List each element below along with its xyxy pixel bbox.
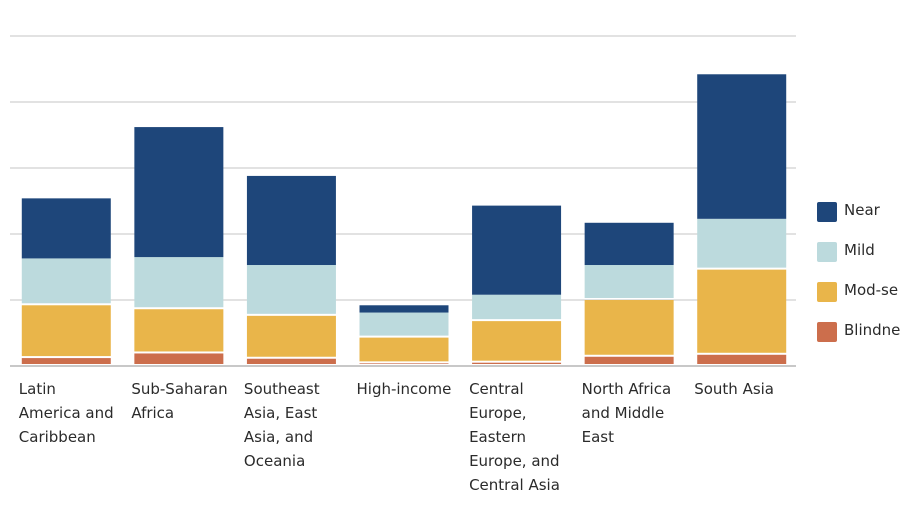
legend-label-mild: Mild (844, 241, 875, 259)
bar-segment-blindness-4[interactable] (472, 362, 562, 364)
bar-segment-blindness-2[interactable] (246, 358, 336, 364)
x-tick-label: South Asia (694, 377, 809, 401)
gridlines (10, 35, 796, 301)
bar-segment-near-6[interactable] (697, 74, 787, 219)
x-tick-label: High-income (357, 377, 472, 401)
legend-swatch-blindness (817, 322, 837, 342)
bar-segment-near-5[interactable] (584, 222, 674, 266)
x-tick-label-line: Oceania (243, 452, 306, 470)
bar-segment-mod-severe-4[interactable] (472, 321, 562, 361)
bar-segment-near-1[interactable] (134, 127, 224, 258)
bar-segment-near-2[interactable] (246, 175, 336, 266)
x-tick-label-line: Africa (131, 404, 175, 422)
x-tick-label: Central Europe, Eastern Europe, and Central … (469, 377, 584, 497)
x-tick-label-line: Eastern (469, 428, 527, 446)
bar-segment-blindness-1[interactable] (134, 353, 224, 364)
x-tick-label-line: Sub-Saharan (131, 380, 228, 398)
x-tick-label-line: Europe, and (469, 452, 560, 470)
legend-swatch-near (817, 202, 837, 222)
legend-label-near: Near (844, 201, 880, 219)
x-tick-label: North Africa and Middle East (582, 377, 697, 449)
x-tick-label-line: and Middle (581, 404, 665, 422)
bar-segment-blindness-0[interactable] (21, 358, 111, 364)
bar-segment-mod-severe-3[interactable] (359, 337, 449, 362)
bar-segment-blindness-5[interactable] (584, 356, 674, 364)
x-tick-label-line: Europe, (469, 404, 527, 422)
x-tick-label-line: Central Asia (469, 476, 560, 494)
bar-segment-mild-2[interactable] (246, 265, 336, 314)
bar-segment-mod-severe-2[interactable] (246, 315, 336, 357)
bar-segment-mod-severe-6[interactable] (697, 269, 787, 353)
legend-label-blindness: Blindne (844, 321, 900, 339)
x-tick-label-line: South Asia (694, 380, 775, 398)
legend-swatch-mod-severe (817, 282, 837, 302)
legend-swatch-mild (817, 242, 837, 262)
bar-segment-mod-severe-0[interactable] (21, 305, 111, 357)
x-tick-label-line: Caribbean (18, 428, 96, 446)
bar-segment-blindness-3[interactable] (359, 363, 449, 364)
bar-segment-near-3[interactable] (359, 305, 449, 313)
bar-segment-mild-5[interactable] (584, 265, 674, 298)
bar-segment-blindness-6[interactable] (697, 354, 787, 364)
bar-segment-mild-1[interactable] (134, 257, 224, 308)
legend-label-mod-severe: Mod-se (844, 281, 899, 299)
x-tick-label-line: East (581, 428, 615, 446)
bar-segment-mild-0[interactable] (21, 258, 111, 304)
x-tick-label: Sub-Saharan Africa (131, 377, 246, 425)
x-tick-label-line: Central (469, 380, 524, 398)
x-tick-label-line: High-income (356, 380, 452, 398)
x-tick-label-line: Southeast (243, 380, 320, 398)
x-tick-label-line: Asia, and (243, 428, 314, 446)
x-tick-label-line: America and (18, 404, 114, 422)
x-tick-label-line: Latin (18, 380, 56, 398)
x-tick-label-line: Asia, East (243, 404, 318, 422)
x-tick-label-line: North Africa (581, 380, 672, 398)
bar-segment-mod-severe-5[interactable] (584, 300, 674, 355)
x-tick-label: Latin America and Caribbean (19, 377, 134, 449)
bar-segment-near-0[interactable] (21, 198, 111, 259)
bars (21, 74, 787, 364)
bar-segment-mild-3[interactable] (359, 312, 449, 336)
bar-segment-near-4[interactable] (472, 205, 562, 295)
bar-segment-mild-4[interactable] (472, 294, 562, 320)
bar-segment-mod-severe-1[interactable] (134, 309, 224, 352)
bar-segment-mild-6[interactable] (697, 218, 787, 268)
x-tick-label: Southeast Asia, East Asia, and Oceania (244, 377, 359, 473)
